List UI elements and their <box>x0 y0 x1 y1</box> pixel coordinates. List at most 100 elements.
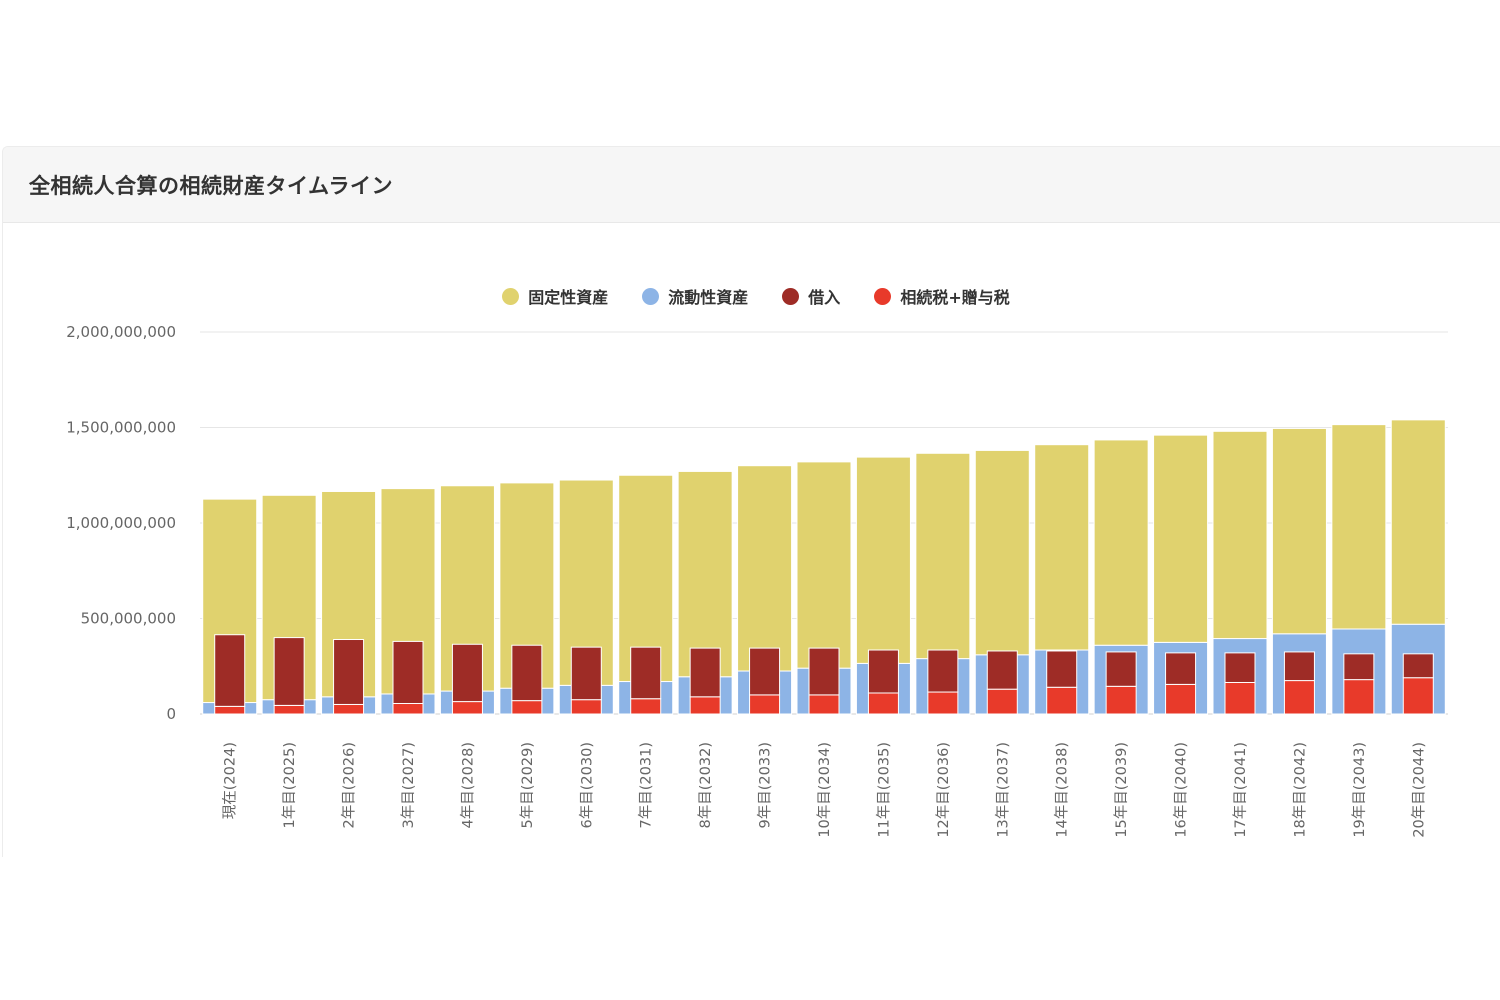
x-tick-label: 1年目(2025) <box>281 742 298 828</box>
legend-label-borrowing: 借入 <box>808 288 841 307</box>
bar-borrowing[interactable] <box>273 637 305 706</box>
bar-borrowing[interactable] <box>570 646 602 701</box>
x-tick-label: 4年目(2028) <box>459 742 476 828</box>
bar-borrowing[interactable] <box>392 640 424 704</box>
bar-fixed-assets[interactable] <box>1034 444 1090 651</box>
bar-tax[interactable] <box>927 691 959 715</box>
x-tick-label: 16年目(2040) <box>1173 742 1190 838</box>
bar-tax[interactable] <box>1165 683 1197 715</box>
bar-fixed-assets[interactable] <box>1390 419 1446 625</box>
x-tick-label: 現在(2024) <box>222 742 239 819</box>
bar-tax[interactable] <box>511 700 543 715</box>
bar-borrowing[interactable] <box>1046 650 1078 688</box>
bar-tax[interactable] <box>451 701 483 715</box>
legend-marker-borrowing <box>782 287 800 305</box>
bar-borrowing[interactable] <box>1402 653 1434 679</box>
x-tick-label: 8年目(2032) <box>697 742 714 828</box>
legend-marker-tax <box>874 287 892 305</box>
bar-borrowing[interactable] <box>1165 652 1197 685</box>
bar-borrowing[interactable] <box>214 634 246 707</box>
bar-tax[interactable] <box>630 698 662 715</box>
x-tick-label: 13年目(2037) <box>994 742 1011 838</box>
y-axis-ticks: 2,000,000,000 1,500,000,000 1,000,000,000 5… <box>66 323 176 723</box>
bar-fixed-assets[interactable] <box>202 498 258 704</box>
bar-tax[interactable] <box>808 694 840 715</box>
chart-legend: 固定性資産 流動性資産 借入 相続税+贈与税 <box>3 284 1500 308</box>
card-header: 全相続人合算の相続財産タイムライン <box>3 147 1500 223</box>
x-tick-label: 19年目(2043) <box>1351 742 1368 838</box>
legend-label-fixed-assets: 固定性資産 <box>528 288 609 307</box>
x-tick-label: 9年目(2033) <box>757 742 774 828</box>
bars <box>202 419 1446 715</box>
bar-tax[interactable] <box>1283 680 1315 715</box>
bar-borrowing[interactable] <box>1105 651 1137 687</box>
bar-fixed-assets[interactable] <box>677 470 733 678</box>
bar-tax[interactable] <box>570 699 602 715</box>
x-tick-label: 17年目(2041) <box>1232 742 1249 838</box>
y-tick-label: 0 <box>166 705 176 723</box>
bar-fixed-assets[interactable] <box>974 449 1030 656</box>
x-tick-label: 15年目(2039) <box>1113 742 1130 838</box>
x-tick-label: 20年目(2044) <box>1410 742 1427 838</box>
legend-marker-fixed-assets <box>502 287 520 305</box>
bar-borrowing[interactable] <box>1343 653 1375 681</box>
bar-tax[interactable] <box>986 688 1018 715</box>
y-tick-label: 500,000,000 <box>81 610 176 628</box>
legend-item-borrowing[interactable]: 借入 <box>782 284 840 308</box>
legend-item-tax[interactable]: 相続税+贈与税 <box>874 284 1010 308</box>
y-tick-label: 1,000,000,000 <box>66 514 176 532</box>
bar-fixed-assets[interactable] <box>915 452 971 660</box>
bar-borrowing[interactable] <box>808 647 840 696</box>
bar-fixed-assets[interactable] <box>1271 427 1327 635</box>
bar-fixed-assets[interactable] <box>1331 424 1387 630</box>
bar-tax[interactable] <box>689 696 721 715</box>
x-tick-label: 11年目(2035) <box>875 742 892 838</box>
bar-borrowing[interactable] <box>1224 652 1256 683</box>
x-tick-label: 2年目(2026) <box>341 742 358 828</box>
bar-fixed-assets[interactable] <box>1093 439 1149 646</box>
y-tick-label: 2,000,000,000 <box>66 323 176 341</box>
y-tick-label: 1,500,000,000 <box>66 419 176 437</box>
bar-tax[interactable] <box>273 704 305 715</box>
bar-fixed-assets[interactable] <box>855 456 911 664</box>
bar-tax[interactable] <box>1105 685 1137 715</box>
bar-borrowing[interactable] <box>451 643 483 703</box>
bar-tax[interactable] <box>749 694 781 715</box>
bar-borrowing[interactable] <box>333 639 365 705</box>
bar-tax[interactable] <box>333 703 365 715</box>
x-tick-label: 7年目(2031) <box>638 742 655 828</box>
bar-fixed-assets[interactable] <box>737 465 793 672</box>
bar-borrowing[interactable] <box>867 649 899 694</box>
legend-label-tax: 相続税+贈与税 <box>900 288 1010 307</box>
chart-title: 全相続人合算の相続財産タイムライン <box>29 173 394 198</box>
bar-borrowing[interactable] <box>1283 651 1315 682</box>
bar-tax[interactable] <box>1224 681 1256 715</box>
bar-borrowing[interactable] <box>630 646 662 700</box>
bar-borrowing[interactable] <box>986 650 1018 690</box>
bar-tax[interactable] <box>392 702 424 715</box>
x-axis-ticks: 現在(2024) 1年目(2025) 2年目(2026) 3年目(2027) 4年目(2… <box>222 742 1428 838</box>
bar-tax[interactable] <box>1402 677 1434 715</box>
x-tick-label: 12年目(2036) <box>935 742 952 838</box>
bar-borrowing[interactable] <box>511 644 543 702</box>
x-tick-label: 5年目(2029) <box>519 742 536 828</box>
bar-borrowing[interactable] <box>689 647 721 698</box>
legend-label-liquid-assets: 流動性資産 <box>668 288 749 307</box>
bar-tax[interactable] <box>1343 679 1375 715</box>
x-tick-label: 3年目(2027) <box>400 742 417 828</box>
legend-marker-liquid-assets <box>642 287 660 305</box>
x-tick-label: 10年目(2034) <box>816 742 833 838</box>
bar-tax[interactable] <box>214 705 246 715</box>
x-tick-label: 6年目(2030) <box>578 742 595 828</box>
bar-tax[interactable] <box>867 692 899 715</box>
legend-item-liquid-assets[interactable]: 流動性資産 <box>642 284 748 308</box>
bar-fixed-assets[interactable] <box>1153 434 1209 643</box>
bar-fixed-assets[interactable] <box>796 461 852 669</box>
bar-borrowing[interactable] <box>927 649 959 693</box>
bar-borrowing[interactable] <box>749 647 781 696</box>
x-tick-label: 14年目(2038) <box>1054 742 1071 838</box>
legend-item-fixed-assets[interactable]: 固定性資産 <box>502 284 608 308</box>
bar-tax[interactable] <box>1046 686 1078 715</box>
bar-fixed-assets[interactable] <box>1212 430 1268 640</box>
